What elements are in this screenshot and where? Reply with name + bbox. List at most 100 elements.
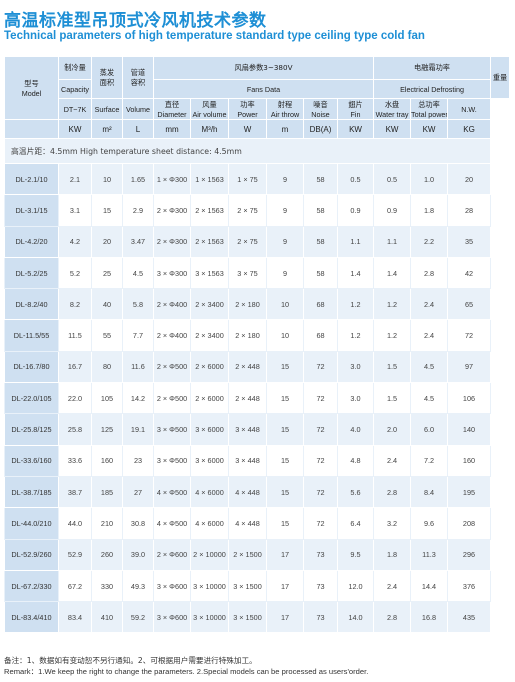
- header-model: 型号 Model: [4, 56, 59, 120]
- cell-noise: 72: [303, 350, 338, 384]
- cell-noise: 72: [303, 382, 338, 415]
- cell-tray: 1.1: [373, 225, 412, 258]
- cell-tray: 1.4: [373, 256, 412, 290]
- cell-model: DL-52.9/260: [4, 538, 59, 571]
- table-row: DL-5.2/25 5.2 25 4.5 3 × Φ300 3 × 1563 3 × 75 9…: [4, 256, 510, 290]
- cell-power: 2 × 75: [228, 194, 267, 227]
- cell-throw: 9: [266, 162, 304, 196]
- cell-volume: 14.2: [122, 382, 154, 415]
- cell-volume: 5.8: [122, 288, 154, 321]
- cell-tray: 1.8: [373, 538, 412, 571]
- header-total: 总功率 Total power: [410, 98, 449, 120]
- cell-capacity: 3.1: [58, 194, 92, 227]
- cell-diameter: 2 × Φ500: [153, 350, 191, 384]
- cell-tray: 2.4: [373, 569, 412, 603]
- cell-noise: 72: [303, 413, 338, 446]
- cell-airvol: 1 × 1563: [190, 162, 229, 196]
- unit-power: W: [228, 119, 267, 139]
- cell-throw: 9: [266, 194, 304, 227]
- cell-model: DL-11.5/55: [4, 319, 59, 352]
- footer-remark-en: Remark：1.We keep the right to change the…: [4, 667, 369, 676]
- cell-fin: 5.6: [336, 475, 375, 509]
- footer-remark-cn: 备注：1、数据如有变动恕不另行通知。2、可根据用户需要进行特殊加工。: [4, 656, 257, 665]
- cell-capacity: 16.7: [58, 350, 92, 384]
- table-row: DL-3.1/15 3.1 15 2.9 2 × Φ300 2 × 1563 2 × 75 9…: [4, 194, 510, 227]
- cell-volume: 19.1: [122, 413, 154, 446]
- cell-total: 1.8: [410, 194, 449, 227]
- header-fin: 翅片 Fin: [336, 98, 375, 120]
- header-airvol-en: Air volume: [192, 109, 227, 119]
- cell-weight: 72: [447, 319, 492, 352]
- cell-throw: 17: [266, 569, 304, 603]
- cell-throw: 15: [266, 475, 304, 509]
- cell-volume: 59.2: [122, 601, 154, 634]
- cell-airvol: 3 × 1563: [190, 256, 229, 290]
- cell-total: 4.5: [410, 350, 449, 384]
- table-row: DL-11.5/55 11.5 55 7.7 2 × Φ400 2 × 3400 2 × 1…: [4, 319, 510, 352]
- cell-surface: 210: [91, 507, 123, 540]
- unit-weight: KG: [447, 119, 492, 139]
- cell-weight: 97: [447, 350, 492, 384]
- table-row: DL-44.0/210 44.0 210 30.8 4 × Φ500 4 × 6000 4 …: [4, 507, 510, 540]
- header-weight-cn-text: 重量: [492, 72, 508, 82]
- cell-capacity: 25.8: [58, 413, 92, 446]
- cell-airvol: 3 × 10000: [190, 569, 229, 603]
- cell-power: 3 × 75: [228, 256, 267, 290]
- header-power-cn: 功率: [240, 99, 255, 109]
- cell-total: 2.4: [410, 288, 449, 321]
- table-row: DL-38.7/185 38.7 185 27 4 × Φ500 4 × 6000 4 × …: [4, 475, 510, 509]
- cell-power: 3 × 448: [228, 444, 267, 477]
- header-noise: 噪音 Noise: [303, 98, 338, 120]
- table-row: DL-16.7/80 16.7 80 11.6 2 × Φ500 2 × 6000 2 × …: [4, 350, 510, 384]
- unit-noise: DB(A): [303, 119, 338, 139]
- table-row: DL-8.2/40 8.2 40 5.8 2 × Φ400 2 × 3400 2 × 180…: [4, 288, 510, 321]
- cell-capacity: 5.2: [58, 256, 92, 290]
- cell-noise: 58: [303, 162, 338, 196]
- cell-diameter: 3 × Φ500: [153, 444, 191, 477]
- spec-table: 型号 Model 制冷量 蒸发 面积 管道 容积 风扇参数3~380V 电融霜功…: [3, 56, 510, 634]
- cell-capacity: 83.4: [58, 601, 92, 634]
- cell-surface: 15: [91, 194, 123, 227]
- header-surface-cn2: 面积: [99, 77, 115, 87]
- cell-power: 2 × 180: [228, 288, 267, 321]
- header-throw-cn: 射程: [277, 99, 293, 109]
- cell-weight: 195: [447, 475, 492, 509]
- cell-throw: 15: [266, 413, 304, 446]
- header-model-cn: 型号: [24, 78, 39, 88]
- cell-volume: 23: [122, 444, 154, 477]
- unit-volume: L: [122, 119, 154, 139]
- page-subtitle: Technical parameters of high temperature…: [4, 30, 425, 42]
- cell-model: DL-44.0/210: [4, 507, 59, 540]
- cell-total: 1.0: [410, 162, 449, 196]
- cell-capacity: 4.2: [58, 225, 92, 258]
- unit-model: [4, 119, 59, 139]
- header-fin-cn: 翅片: [348, 99, 363, 109]
- cell-power: 2 × 180: [228, 319, 267, 352]
- cell-surface: 55: [91, 319, 123, 352]
- cell-fin: 9.5: [336, 538, 375, 571]
- cell-capacity: 67.2: [58, 569, 92, 603]
- cell-total: 8.4: [410, 475, 449, 509]
- cell-surface: 40: [91, 288, 123, 321]
- cell-noise: 68: [303, 288, 338, 321]
- cell-volume: 49.3: [122, 569, 154, 603]
- cell-noise: 73: [303, 601, 338, 634]
- cell-capacity: 52.9: [58, 538, 92, 571]
- cell-total: 11.3: [410, 538, 449, 571]
- cell-weight: 296: [447, 538, 492, 571]
- cell-model: DL-83.4/410: [4, 601, 59, 634]
- cell-fin: 12.0: [336, 569, 375, 603]
- cell-diameter: 2 × Φ600: [153, 538, 191, 571]
- cell-model: DL-22.0/105: [4, 382, 59, 415]
- cell-model: DL-25.8/125: [4, 413, 59, 446]
- cell-weight: 65: [447, 288, 492, 321]
- cell-noise: 68: [303, 319, 338, 352]
- cell-tray: 0.9: [373, 194, 412, 227]
- cell-airvol: 3 × 10000: [190, 601, 229, 634]
- cell-noise: 73: [303, 538, 338, 571]
- cell-capacity: 11.5: [58, 319, 92, 352]
- cell-fin: 3.0: [336, 350, 375, 384]
- cell-surface: 330: [91, 569, 123, 603]
- cell-capacity: 44.0: [58, 507, 92, 540]
- cell-power: 2 × 448: [228, 382, 267, 415]
